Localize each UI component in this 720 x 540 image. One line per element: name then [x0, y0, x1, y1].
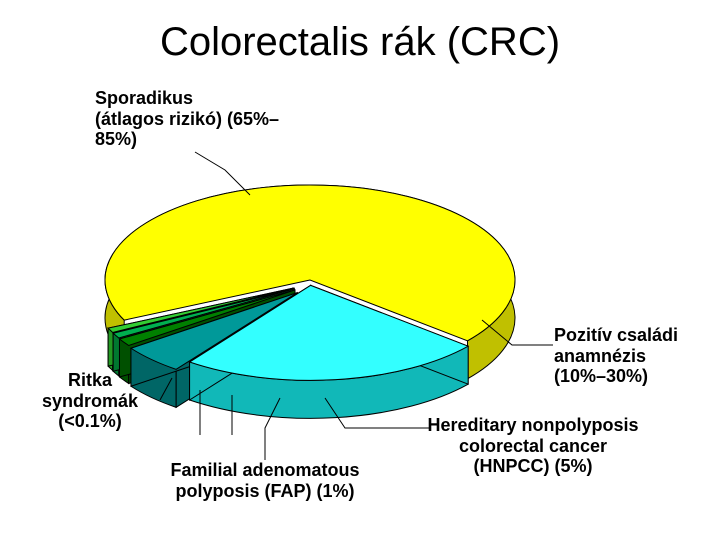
leader-rare-c [160, 378, 172, 400]
slide: Colorectalis rák (CRC) Sporadikus (átlag… [0, 0, 720, 540]
leader-fap [265, 398, 280, 460]
leader-lines [0, 0, 720, 540]
leader-hnpcc [325, 398, 430, 428]
leader-sporadic [195, 152, 250, 195]
leader-family-history [482, 320, 553, 345]
